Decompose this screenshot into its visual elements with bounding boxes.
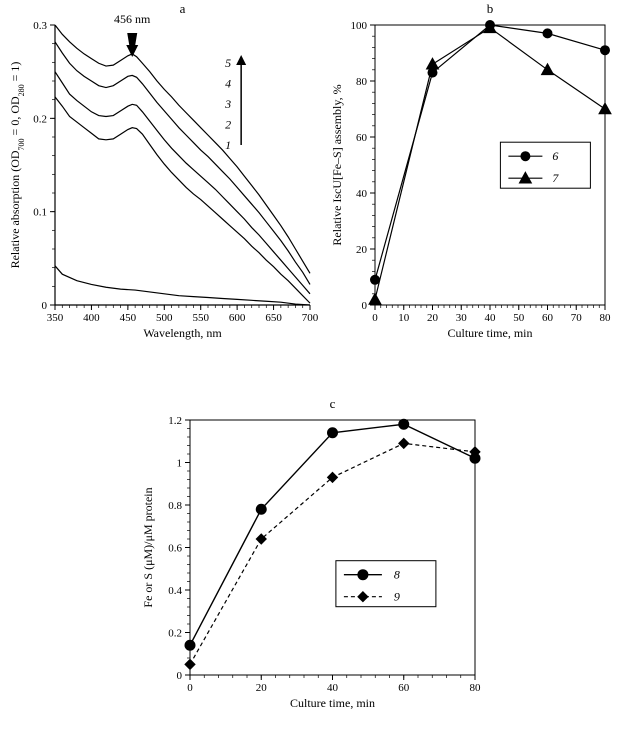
svg-text:20: 20 <box>427 312 439 324</box>
svg-text:0: 0 <box>372 312 378 324</box>
svg-text:550: 550 <box>192 312 209 324</box>
svg-text:10: 10 <box>398 312 410 324</box>
svg-text:500: 500 <box>156 312 173 324</box>
svg-text:0.1: 0.1 <box>33 207 47 219</box>
figure-svg: 35040045050055060065070000.10.20.3aWavel… <box>0 0 633 741</box>
svg-text:0.3: 0.3 <box>33 20 47 32</box>
svg-text:60: 60 <box>542 312 554 324</box>
svg-text:Relative absorption (OD700 = 0: Relative absorption (OD700 = 0, OD280 = … <box>8 62 26 269</box>
svg-text:3: 3 <box>224 97 231 111</box>
svg-text:b: b <box>487 1 494 16</box>
svg-text:40: 40 <box>356 188 368 200</box>
svg-text:6: 6 <box>552 149 558 163</box>
svg-text:0.2: 0.2 <box>33 113 47 125</box>
svg-text:4: 4 <box>225 77 231 91</box>
svg-text:80: 80 <box>356 76 368 88</box>
svg-text:5: 5 <box>225 56 231 70</box>
svg-text:7: 7 <box>552 171 559 185</box>
svg-text:2: 2 <box>225 118 231 132</box>
svg-text:a: a <box>180 1 186 16</box>
svg-text:0.8: 0.8 <box>168 500 182 512</box>
svg-text:600: 600 <box>229 312 246 324</box>
svg-text:80: 80 <box>470 682 482 694</box>
svg-text:0.4: 0.4 <box>168 585 182 597</box>
svg-text:8: 8 <box>394 568 400 582</box>
svg-text:0: 0 <box>187 682 193 694</box>
svg-text:456 nm: 456 nm <box>114 12 151 26</box>
svg-text:1: 1 <box>225 138 231 152</box>
svg-text:60: 60 <box>398 682 410 694</box>
svg-text:20: 20 <box>256 682 268 694</box>
svg-text:30: 30 <box>456 312 468 324</box>
svg-text:650: 650 <box>265 312 282 324</box>
svg-text:c: c <box>330 396 336 411</box>
svg-text:60: 60 <box>356 132 368 144</box>
svg-text:400: 400 <box>83 312 100 324</box>
svg-text:20: 20 <box>356 244 368 256</box>
figure-page: 35040045050055060065070000.10.20.3aWavel… <box>0 0 633 741</box>
svg-text:1: 1 <box>177 458 183 470</box>
svg-text:Fe or S (μM)/μM protein: Fe or S (μM)/μM protein <box>141 487 155 607</box>
svg-text:80: 80 <box>600 312 612 324</box>
svg-text:Culture time, min: Culture time, min <box>290 696 375 710</box>
svg-text:0: 0 <box>42 300 48 312</box>
svg-text:40: 40 <box>485 312 497 324</box>
svg-text:0: 0 <box>362 300 368 312</box>
svg-text:350: 350 <box>47 312 64 324</box>
svg-text:50: 50 <box>513 312 525 324</box>
svg-text:40: 40 <box>327 682 339 694</box>
svg-text:9: 9 <box>394 590 400 604</box>
svg-text:0.2: 0.2 <box>168 628 182 640</box>
svg-text:0: 0 <box>177 670 183 682</box>
svg-text:Relative IscU[Fe–S] assembly,: Relative IscU[Fe–S] assembly, % <box>330 84 344 245</box>
svg-text:0.6: 0.6 <box>168 543 182 555</box>
svg-text:Culture time, min: Culture time, min <box>448 326 533 340</box>
svg-text:1.2: 1.2 <box>168 415 182 427</box>
svg-text:700: 700 <box>302 312 319 324</box>
svg-text:100: 100 <box>351 20 368 32</box>
svg-text:450: 450 <box>120 312 137 324</box>
svg-text:70: 70 <box>571 312 583 324</box>
svg-text:Wavelength, nm: Wavelength, nm <box>143 326 222 340</box>
